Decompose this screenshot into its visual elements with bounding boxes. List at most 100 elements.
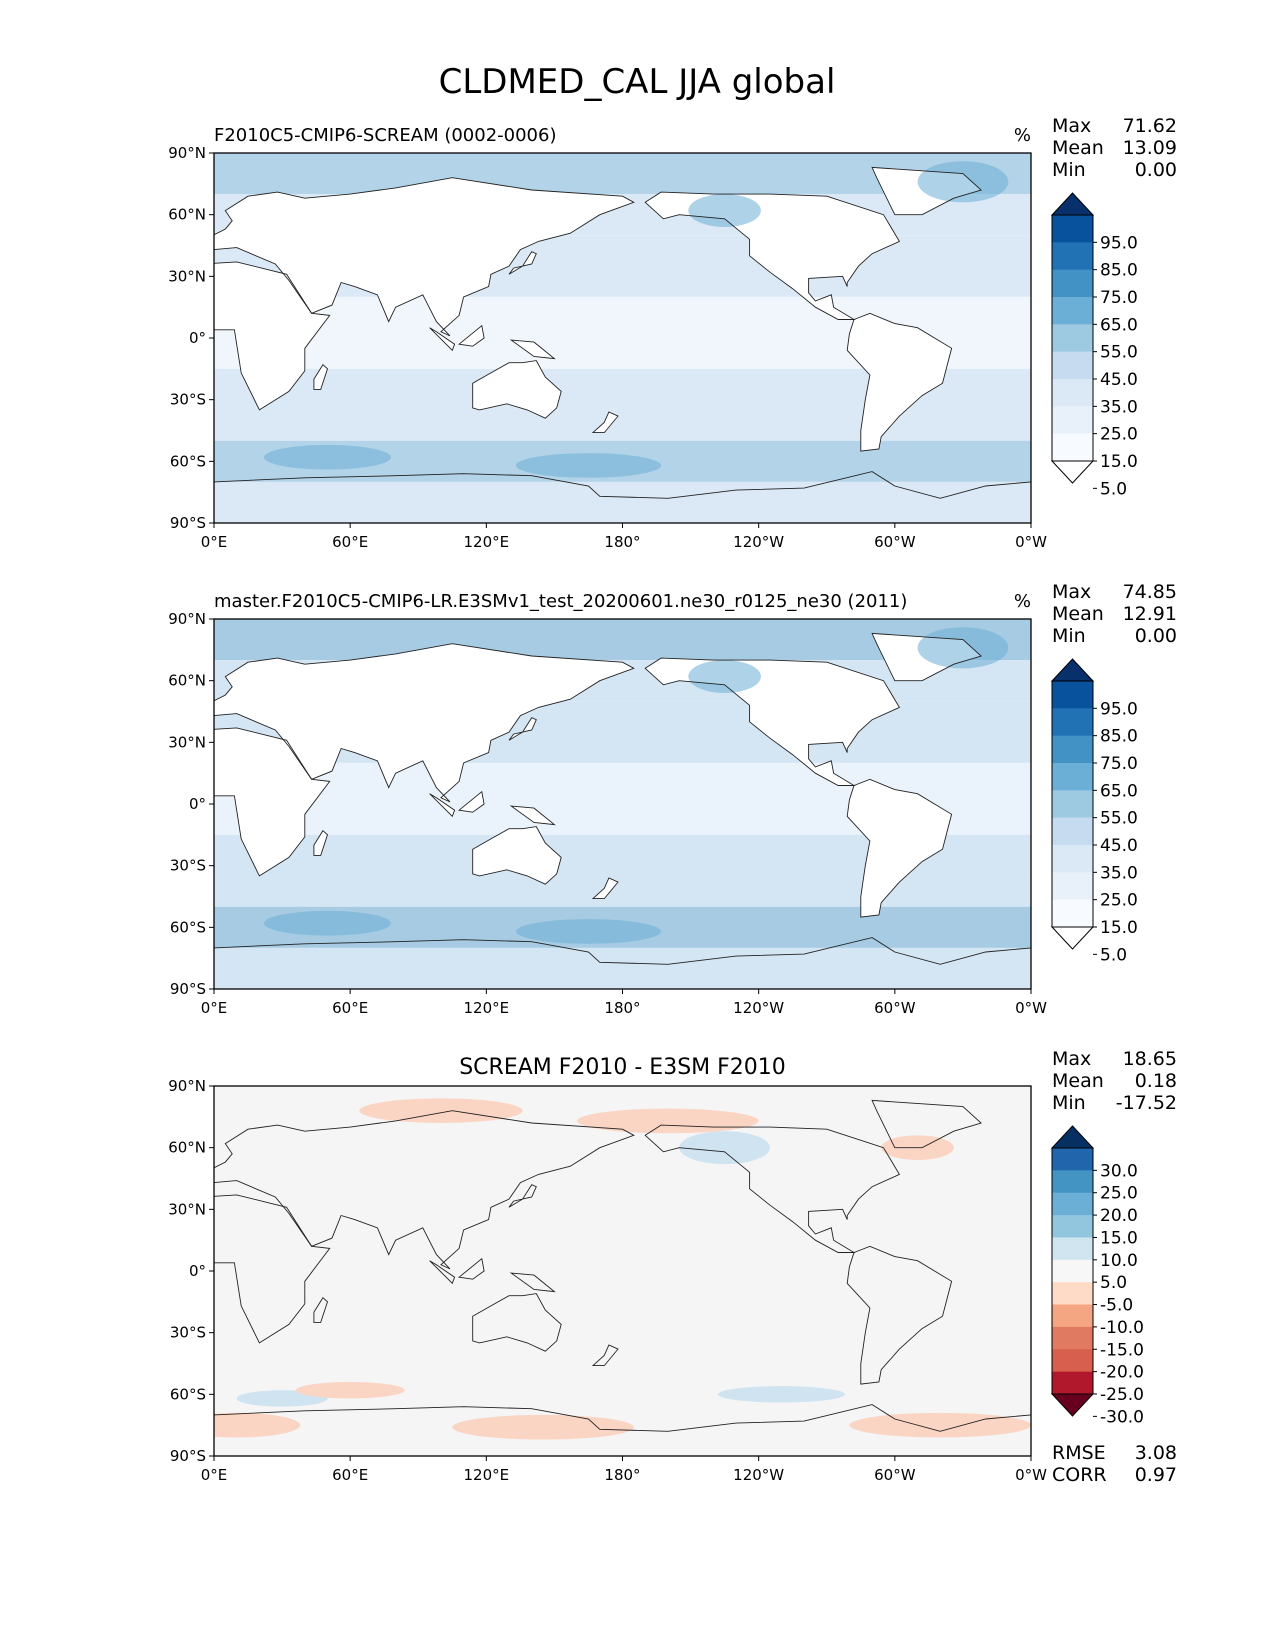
stat-value: 13.09 <box>1123 137 1177 159</box>
stat-label: Mean <box>1052 1070 1104 1092</box>
coastline <box>846 1245 953 1385</box>
stat-value: 3.08 <box>1135 1442 1177 1464</box>
coastline <box>508 251 537 275</box>
x-tick-label: 120°E <box>464 1466 510 1484</box>
land-fill <box>459 791 485 813</box>
coastline <box>871 166 982 216</box>
colorbar-frame <box>1051 680 1094 928</box>
coastline <box>214 727 331 877</box>
colorbar-segment <box>1052 763 1093 791</box>
colorbar-tick-label: 85.0 <box>1100 261 1138 281</box>
panel-title: F2010C5-CMIP6-SCREAM (0002-0006) <box>214 125 556 146</box>
stat-label: Max <box>1052 581 1091 603</box>
stat-label: Mean <box>1052 137 1104 159</box>
cloud-peak <box>515 453 662 478</box>
x-tick-label: 0°E <box>201 999 228 1017</box>
x-tick-label: 120°W <box>733 999 784 1017</box>
diff-anomaly <box>359 1098 523 1123</box>
colorbar-tick-label: 30.0 <box>1100 1161 1138 1181</box>
stat-value: 74.85 <box>1123 581 1177 603</box>
lat-band <box>214 409 1031 441</box>
colorbar-tick-label: 95.0 <box>1100 699 1138 719</box>
colorbar-extend-bottom <box>1050 460 1095 484</box>
x-tick-label: 60°W <box>874 533 916 551</box>
stat-value: 0.00 <box>1135 159 1177 181</box>
colorbar-tick-label: 55.0 <box>1100 809 1138 829</box>
coastline <box>458 790 485 813</box>
panel-title: master.F2010C5-CMIP6-LR.E3SMv1_test_2020… <box>214 591 907 612</box>
coastline <box>644 191 901 320</box>
colorbar-segment <box>1052 406 1093 435</box>
stat-value: 0.00 <box>1135 625 1177 647</box>
lat-band <box>214 875 1031 907</box>
land-fill <box>214 727 330 876</box>
stat-value: 0.18 <box>1135 1070 1177 1092</box>
map-field <box>214 153 1031 523</box>
colorbar-segment <box>1052 351 1093 380</box>
stat-value: 0.97 <box>1135 1464 1177 1486</box>
coastline <box>429 793 456 818</box>
land-fill <box>214 261 330 410</box>
colorbar-segment <box>1052 1326 1093 1350</box>
colorbar-segment <box>1052 845 1093 873</box>
colorbar-segment <box>1052 899 1093 928</box>
y-tick-label: 30°S <box>170 857 206 875</box>
colorbar-segment <box>1052 1148 1093 1171</box>
colorbar-segment <box>1052 1215 1093 1238</box>
land-fill <box>645 658 900 786</box>
colorbar-segment <box>1052 433 1093 462</box>
colorbar-tick-label: 35.0 <box>1100 863 1138 883</box>
x-tick-label: 120°W <box>733 1466 784 1484</box>
colorbar-segment <box>1052 735 1093 764</box>
colorbar-tick-label: -30.0 <box>1100 1407 1144 1427</box>
panel-1: 0°E 60°E 120°E 180° 120°W 60°W 0°W 90°N 60°N 30°N… <box>168 115 1177 551</box>
map-field <box>214 619 1031 989</box>
y-tick-label: 90°N <box>168 610 206 628</box>
coastline <box>214 261 331 411</box>
coastline <box>591 877 619 900</box>
stat-label: RMSE <box>1052 1442 1106 1464</box>
y-tick-label: 60°S <box>170 1385 206 1403</box>
colorbar-tick-label: -5.0 <box>1100 1296 1133 1316</box>
stat-label: Min <box>1052 159 1086 181</box>
coastline <box>214 1110 635 1270</box>
colorbar-extend-top <box>1050 658 1095 682</box>
colorbar-segment <box>1052 872 1093 901</box>
colorbar-tick-label: 75.0 <box>1100 754 1138 774</box>
colorbar-segment <box>1052 790 1093 819</box>
colorbar-tick-label: 5.0 <box>1100 1273 1127 1293</box>
coastline <box>846 312 953 452</box>
land-fill <box>509 251 537 275</box>
coastline <box>214 471 1031 523</box>
x-tick-label: 180° <box>604 533 640 551</box>
coastline <box>871 632 982 682</box>
colorbar-tick-label: 5.0 <box>1100 945 1127 965</box>
coastline <box>429 327 456 352</box>
colorbar-extend-bottom <box>1050 926 1095 950</box>
y-tick-label: 90°S <box>170 1447 206 1465</box>
colorbar-tick-label: 25.0 <box>1100 425 1138 445</box>
colorbar-segment <box>1052 1192 1093 1216</box>
cloud-peak <box>917 627 1009 669</box>
land-fill <box>313 364 328 390</box>
stat-value: -17.52 <box>1116 1092 1177 1114</box>
coastline <box>313 364 329 390</box>
colorbar-tick-label: 75.0 <box>1100 288 1138 308</box>
coastline <box>591 411 619 434</box>
x-tick-label: 120°E <box>464 999 510 1017</box>
x-tick-label: 0°E <box>201 1466 228 1484</box>
stat-value: 71.62 <box>1123 115 1177 137</box>
land-fill <box>509 717 537 741</box>
diff-anomaly <box>452 1414 634 1440</box>
colorbar-tick-label: 45.0 <box>1100 370 1138 390</box>
colorbar-tick-label: -15.0 <box>1100 1340 1144 1360</box>
colorbar-tick-label: 65.0 <box>1100 781 1138 801</box>
colorbar-tick-label: 20.0 <box>1100 1206 1138 1226</box>
y-tick-label: 90°N <box>168 144 206 162</box>
x-tick-label: 120°W <box>733 533 784 551</box>
x-tick-label: 0°W <box>1015 999 1047 1017</box>
stat-label: Max <box>1052 1048 1091 1070</box>
y-tick-label: 90°N <box>168 1077 206 1095</box>
colorbar-segment <box>1052 379 1093 407</box>
